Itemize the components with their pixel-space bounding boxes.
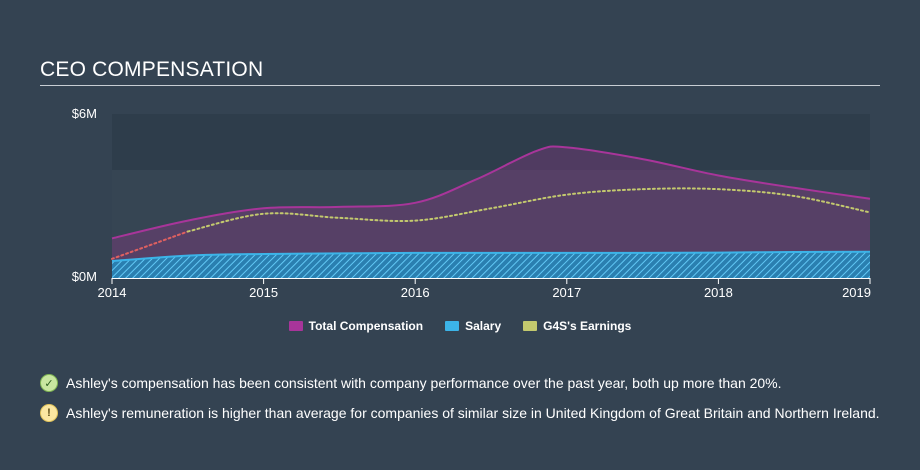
legend-swatch-total-compensation <box>288 321 303 331</box>
insight-text: Ashley's compensation has been consisten… <box>66 375 782 391</box>
x-tick-label: 2016 <box>401 285 430 300</box>
insight-consistent-pay: ✓ Ashley's compensation has been consist… <box>40 368 900 398</box>
title-divider <box>40 85 880 86</box>
salary-area <box>112 251 870 278</box>
warning-icon: ! <box>40 404 58 422</box>
legend-swatch-salary <box>445 321 460 331</box>
x-tick-label: 2019 <box>842 285 871 300</box>
total-compensation-line <box>111 145 871 240</box>
y-tick-label: $0M <box>72 269 97 284</box>
salary-line <box>111 250 871 263</box>
total-compensation-area <box>112 146 870 278</box>
legend-label: Total Compensation <box>308 319 424 333</box>
page-title: CEO COMPENSATION <box>40 58 264 81</box>
insight-above-average: ! Ashley's remuneration is higher than a… <box>40 398 900 428</box>
legend-label: G4S's Earnings <box>543 319 632 333</box>
upper-band <box>112 114 870 170</box>
x-tick-label: 2018 <box>704 285 733 300</box>
legend-label: Salary <box>465 319 502 333</box>
x-tick-label: 2017 <box>552 285 581 300</box>
legend-item-earnings[interactable]: G4S's Earnings <box>523 319 631 333</box>
insights-list: ✓ Ashley's compensation has been consist… <box>40 368 900 428</box>
chart-legend: Total Compensation Salary G4S's Earnings <box>0 319 920 333</box>
compensation-chart: $0M $6M 2014 2015 2016 2017 2018 2019 <box>72 106 871 300</box>
check-icon: ✓ <box>40 374 58 392</box>
insight-text: Ashley's remuneration is higher than ave… <box>66 405 880 421</box>
legend-item-salary[interactable]: Salary <box>445 319 501 333</box>
legend-item-total-compensation[interactable]: Total Compensation <box>288 319 424 333</box>
legend-swatch-earnings <box>523 321 538 331</box>
y-tick-label: $6M <box>72 106 97 121</box>
earnings-line-start <box>111 230 189 260</box>
x-tick-label: 2015 <box>249 285 278 300</box>
earnings-line <box>186 187 871 233</box>
x-tick-label: 2014 <box>98 285 127 300</box>
